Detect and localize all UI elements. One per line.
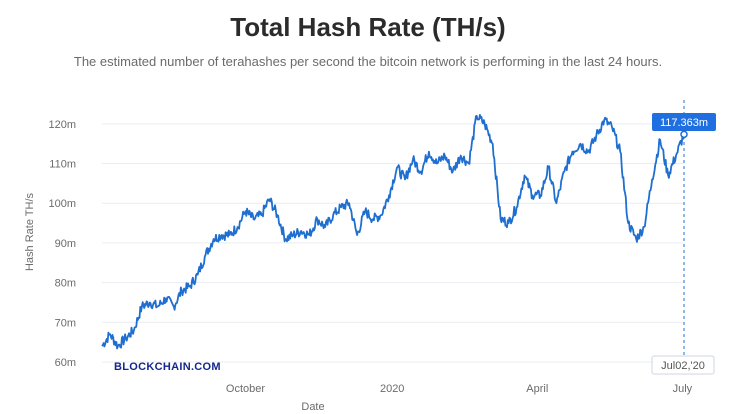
grid-lines xyxy=(102,123,684,363)
x-tick-label: April xyxy=(526,383,548,395)
y-tick-label: 120m xyxy=(48,119,76,131)
y-tick-label: 80m xyxy=(55,278,76,290)
x-tick-label: July xyxy=(673,383,693,395)
x-tick-label: October xyxy=(226,383,265,395)
date-tooltip-label: Jul02,'20 xyxy=(661,360,705,372)
blockchain-watermark: BLOCKCHAIN.COM xyxy=(114,361,221,373)
y-axis-label: Hash Rate TH/s xyxy=(24,192,36,271)
x-axis-ticks: October 2020 April July xyxy=(226,383,693,395)
y-tick-label: 100m xyxy=(48,198,76,210)
x-axis-label: Date xyxy=(301,401,324,413)
chart-subtitle: The estimated number of terahashes per s… xyxy=(73,54,663,69)
y-tick-label: 110m xyxy=(49,159,76,171)
value-tooltip: 117.363m xyxy=(652,113,716,131)
cursor-point[interactable] xyxy=(680,130,688,139)
y-axis-ticks: 60m 70m 80m 90m 100m 110m 120m xyxy=(48,119,76,369)
series-line-hash-rate[interactable] xyxy=(101,114,685,350)
x-tick-label: 2020 xyxy=(380,383,404,395)
y-tick-label: 70m xyxy=(55,317,76,329)
date-tooltip: Jul02,'20 xyxy=(651,355,715,375)
chart-title: Total Hash Rate (TH/s) xyxy=(230,12,506,42)
y-tick-label: 90m xyxy=(55,238,76,250)
value-tooltip-label: 117.363m xyxy=(660,117,708,129)
y-tick-label: 60m xyxy=(55,357,76,369)
